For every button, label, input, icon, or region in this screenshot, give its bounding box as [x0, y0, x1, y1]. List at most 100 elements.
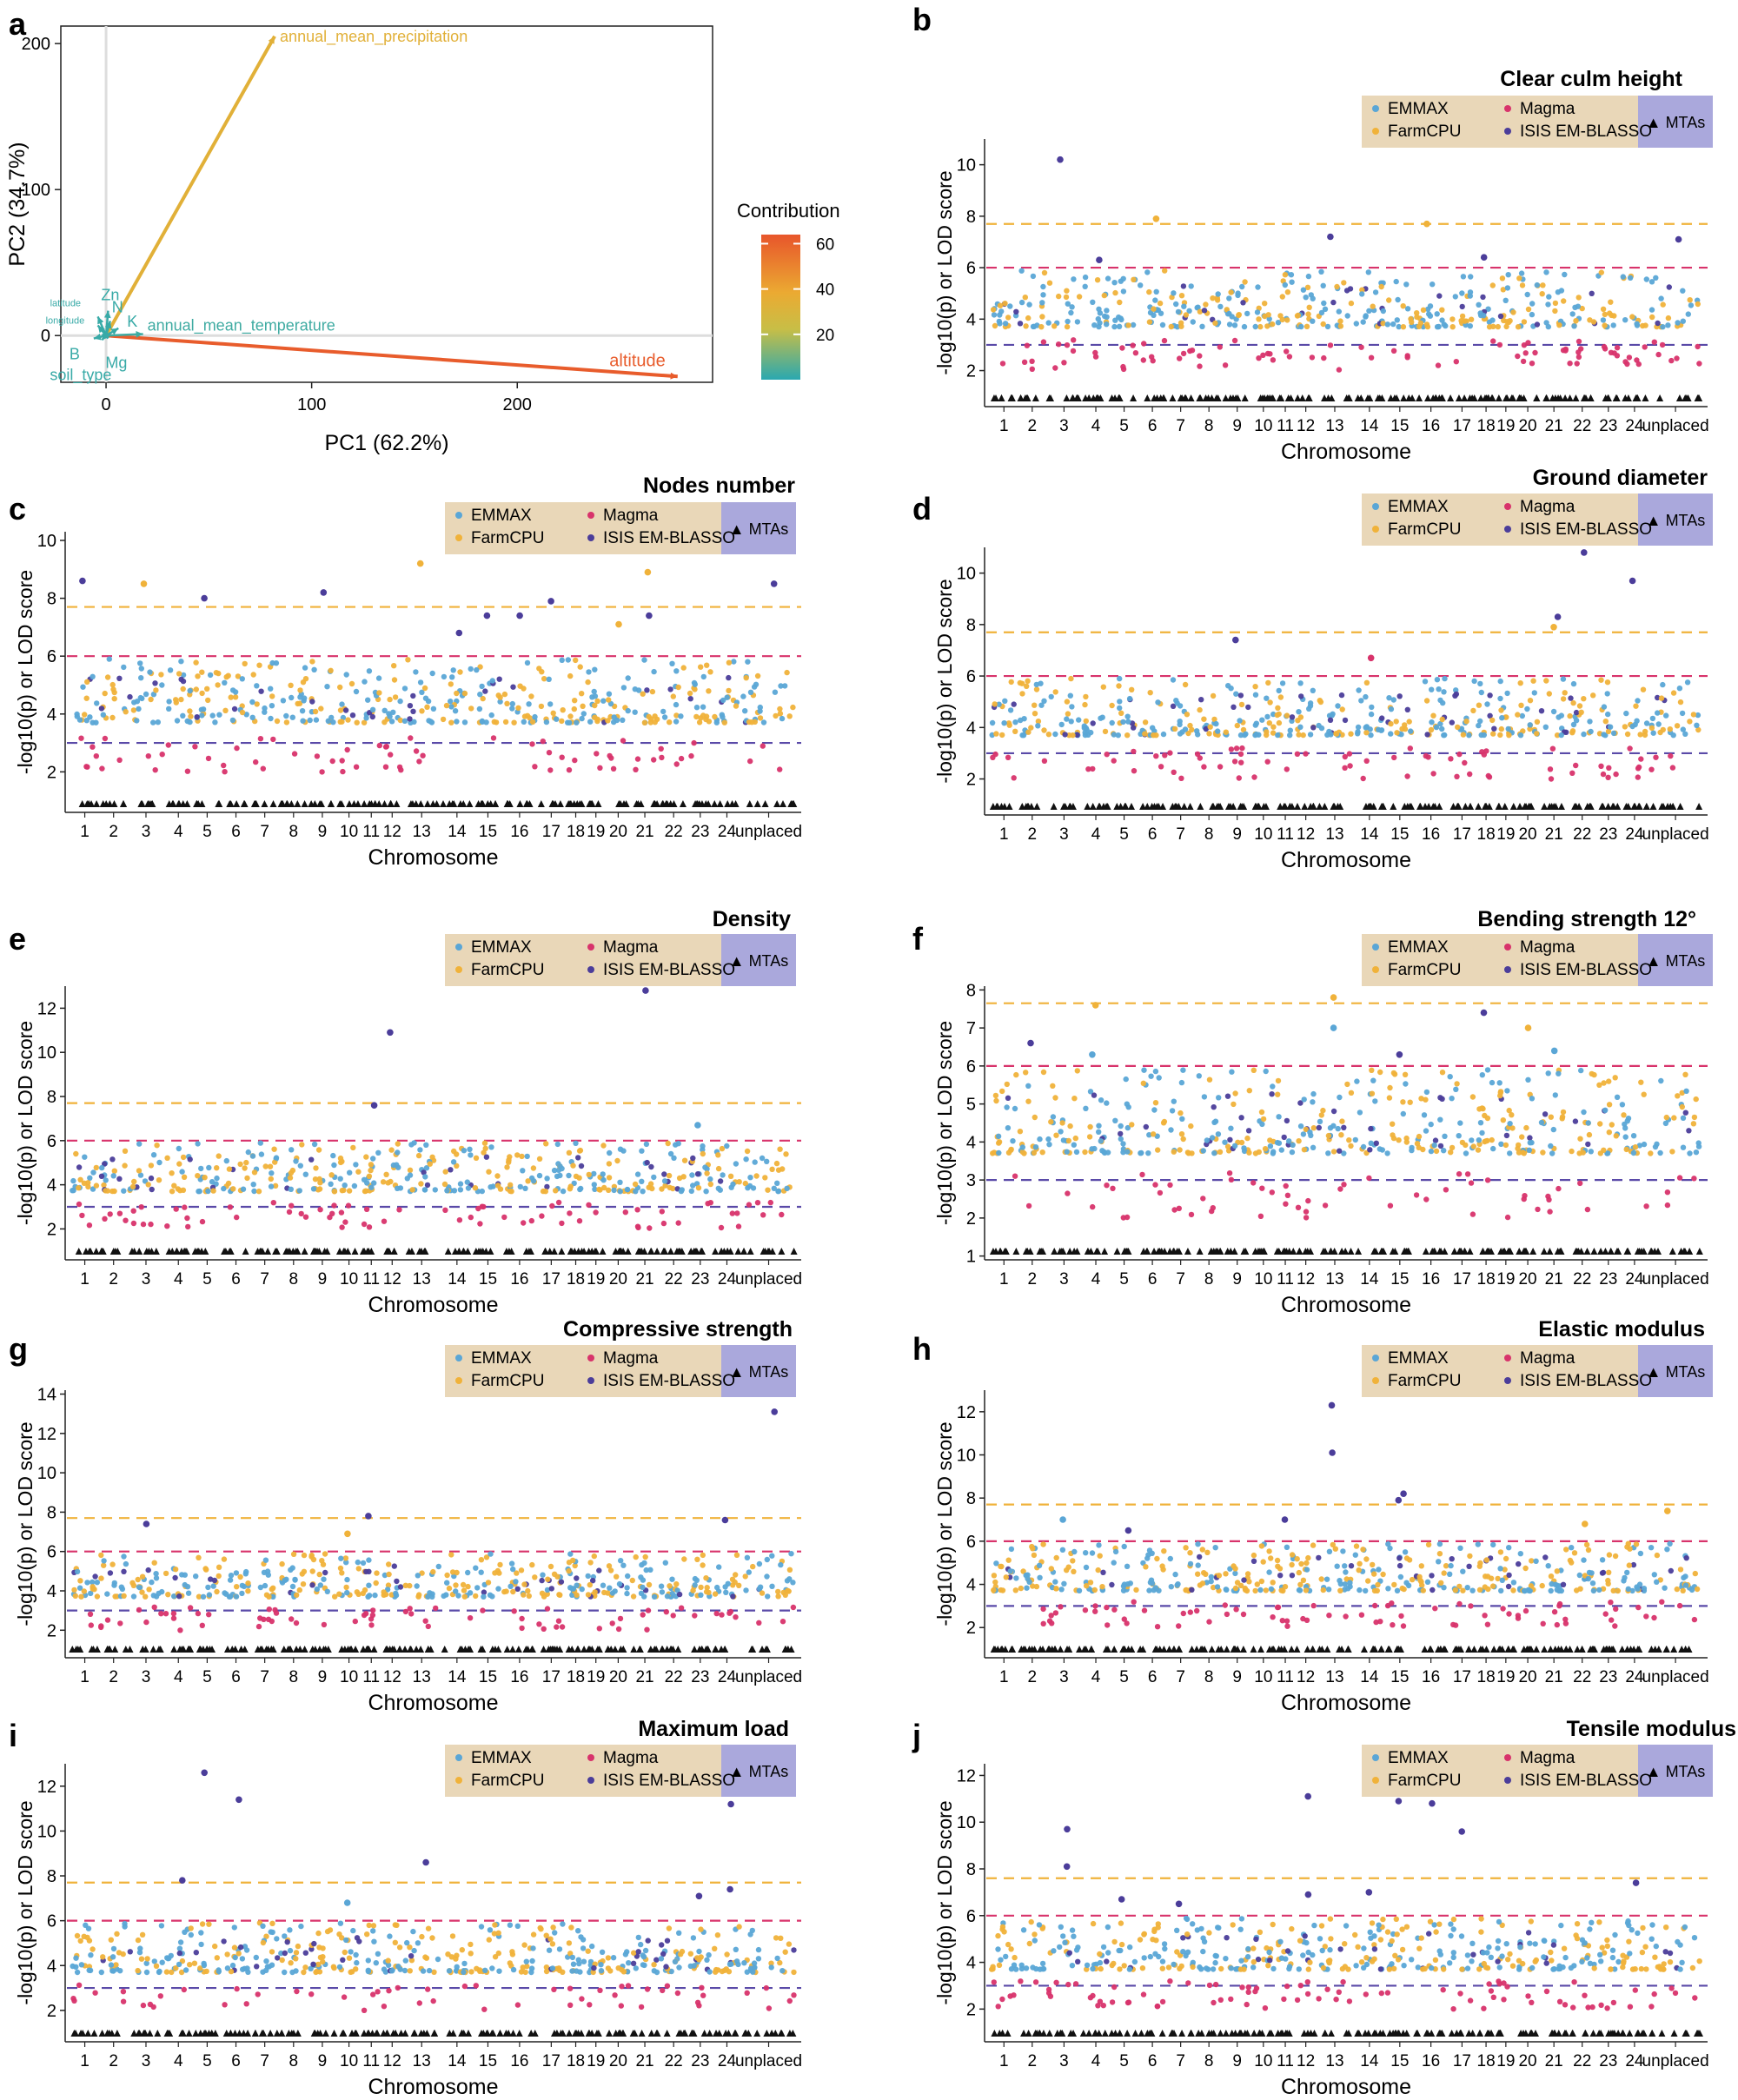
snp-point-emmax [474, 1585, 481, 1591]
legend-label-emmax: EMMAX [1388, 498, 1449, 516]
chromosome-label: 4 [1091, 1668, 1101, 1686]
chromosome-label: 10 [340, 823, 358, 841]
snp-point-magma [640, 1612, 646, 1618]
mta-marker [1542, 394, 1550, 401]
snp-point-emmax [430, 706, 437, 712]
snp-point-emmax [633, 1189, 639, 1195]
snp-point-farmcpu [391, 677, 398, 683]
snp-point-farmcpu [90, 1584, 96, 1590]
snp-point-emmax [1090, 299, 1096, 305]
mta-marker [1227, 803, 1235, 810]
snp-point-farmcpu [348, 680, 355, 687]
snp-point-emmax [1282, 282, 1289, 288]
snp-point-emmax [589, 694, 595, 700]
snp-point-emmax [364, 1180, 370, 1186]
legend-dot-farmcpu [455, 534, 462, 541]
snp-point-emmax [1171, 290, 1177, 296]
snp-point-farmcpu [1363, 679, 1370, 686]
snp-point-farmcpu [784, 669, 790, 676]
snp-point-farmcpu [992, 1092, 999, 1099]
snp-point-farmcpu [1649, 314, 1655, 321]
snp-point-farmcpu [1498, 707, 1504, 713]
snp-point-magma [164, 1223, 170, 1229]
snp-point-magma [408, 735, 414, 741]
mta-marker [647, 1248, 655, 1255]
snp-point-emmax [93, 719, 99, 725]
snp-point-emmax [1560, 676, 1567, 682]
snp-point-magma [536, 1621, 542, 1627]
snp-point-emmax [532, 713, 538, 720]
snp-point-emmax [1160, 731, 1167, 738]
snp-point-emmax [688, 1188, 694, 1195]
snp-point-farmcpu [777, 706, 783, 712]
snp-point-emmax [1120, 288, 1127, 295]
snp-point-magma [547, 767, 554, 773]
chromosome-label: 19 [1496, 417, 1515, 435]
mta-marker [407, 800, 415, 807]
chromosome-label: 8 [1204, 1270, 1214, 1288]
snp-point-farmcpu [339, 1570, 345, 1576]
pca-x-tick-label: 100 [297, 395, 326, 414]
snp-point-emmax [664, 1593, 671, 1600]
snp-point-emmax [1064, 1149, 1070, 1155]
snp-point-emmax [778, 1561, 784, 1568]
snp-point-magma [1257, 1213, 1264, 1220]
snp-point-emmax [121, 664, 127, 671]
y-axis-label: -log10(p) or LOD score [14, 1021, 36, 1225]
snp-point-farmcpu [495, 692, 501, 699]
legend-dot-isis [587, 1377, 594, 1384]
snp-point-emmax [1036, 1562, 1043, 1569]
snp-point-farmcpu [614, 1157, 620, 1164]
snp-point-isis [1238, 1115, 1244, 1121]
snp-point-farmcpu [242, 660, 248, 667]
snp-point-emmax [408, 1142, 415, 1148]
snp-point-farmcpu [1161, 1118, 1168, 1125]
snp-point-emmax [300, 718, 306, 724]
snp-point-isis [1338, 692, 1345, 699]
snp-point-isis [1480, 294, 1486, 301]
snp-point-farmcpu [1262, 301, 1268, 307]
snp-point-magma [559, 1220, 565, 1227]
pca-arrowhead [268, 36, 275, 44]
mta-marker [294, 800, 302, 807]
snp-point-farmcpu [703, 1588, 710, 1595]
snp-point-magma [1525, 340, 1531, 346]
snp-point-emmax [134, 718, 140, 724]
snp-point-emmax [90, 1169, 96, 1176]
snp-point-magma [184, 768, 191, 774]
snp-point-isis [1017, 321, 1024, 327]
snp-point-emmax [1643, 276, 1650, 282]
snp-point-emmax [307, 717, 313, 724]
snp-point-emmax [1556, 1070, 1562, 1076]
legend-label-magma: Magma [603, 507, 659, 525]
snp-point-farmcpu [392, 694, 399, 700]
mta-marker [779, 800, 786, 807]
chromosome-label: 24 [1625, 825, 1644, 844]
snp-point-magma [1605, 774, 1611, 780]
snp-point-emmax [1188, 283, 1194, 289]
snp-point-farmcpu [1663, 1114, 1670, 1121]
snp-point-farmcpu [1325, 1132, 1332, 1139]
mta-marker [1572, 394, 1580, 401]
snp-point-farmcpu [337, 1155, 344, 1162]
snp-point-farmcpu [165, 1592, 171, 1598]
snp-points [69, 1551, 797, 1653]
outlier-point [344, 1530, 351, 1538]
chromosome-label: 9 [1232, 825, 1242, 844]
snp-point-isis [1589, 290, 1595, 296]
mta-marker [1355, 1248, 1363, 1255]
snp-point-emmax [772, 689, 779, 695]
snp-point-farmcpu [1475, 1147, 1482, 1153]
snp-point-farmcpu [585, 679, 591, 686]
snp-point-isis [1316, 1124, 1323, 1131]
legend-label-farmcpu: FarmCPU [1388, 520, 1461, 539]
mta-marker [1084, 803, 1091, 810]
snp-point-magma [1574, 361, 1580, 367]
snp-point-farmcpu [1579, 305, 1585, 312]
snp-point-farmcpu [1038, 324, 1045, 330]
snp-point-emmax [1601, 732, 1607, 738]
mta-marker [390, 1248, 398, 1255]
snp-point-emmax [1026, 301, 1032, 308]
snp-point-farmcpu [1094, 277, 1101, 283]
snp-point-emmax [1679, 710, 1686, 717]
